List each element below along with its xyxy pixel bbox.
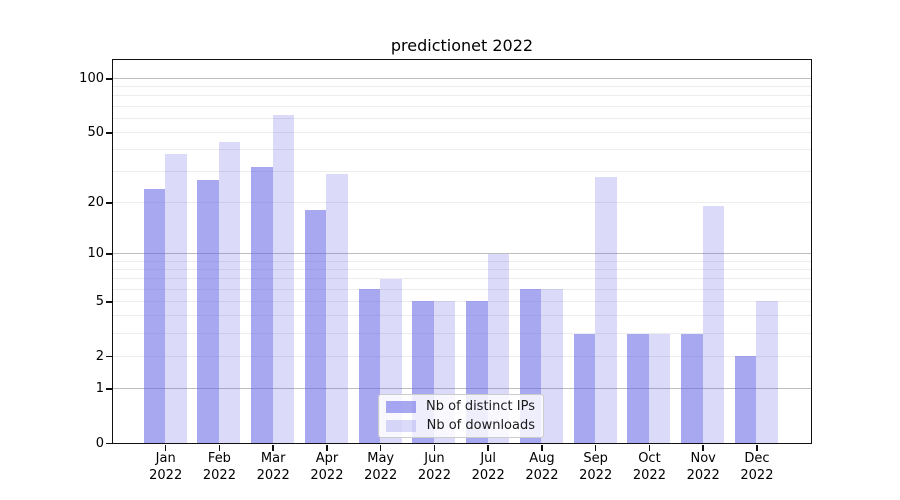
x-tick-label-apr: Apr 2022 — [310, 451, 344, 483]
bar-nb-of-distinct-ips-may — [358, 289, 381, 443]
y-tick-mark-1 — [106, 388, 112, 390]
gridline-4 — [112, 315, 811, 317]
x-tick-mark-nov — [702, 445, 704, 451]
y-tick-label-5: 5 — [95, 293, 104, 309]
bar-nb-of-downloads-sep — [595, 177, 617, 443]
bar-nb-of-distinct-ips-sep — [573, 333, 596, 443]
y-tick-mark-50 — [106, 132, 112, 134]
legend: Nb of distinct IPs Nb of downloads — [378, 394, 544, 438]
gridline-70 — [112, 105, 811, 107]
gridline-80 — [112, 95, 811, 97]
y-tick-label-0: 0 — [95, 435, 104, 451]
x-tick-mark-aug — [541, 445, 543, 451]
bar-nb-of-downloads-apr — [326, 174, 348, 443]
bar-nb-of-downloads-jan — [165, 153, 187, 443]
y-tick-mark-2 — [106, 355, 112, 358]
x-tick-mark-mar — [272, 445, 274, 451]
gridline-5 — [112, 300, 811, 302]
x-tick-mark-feb — [218, 445, 221, 451]
x-tick-mark-jan — [164, 445, 167, 451]
legend-swatch-downloads — [386, 419, 416, 432]
x-tick-mark-may — [379, 445, 382, 451]
bar-nb-of-downloads-oct — [648, 333, 671, 443]
x-tick-label-oct: Oct 2022 — [632, 451, 666, 483]
bar-nb-of-downloads-mar — [272, 114, 295, 443]
gridline-6 — [112, 288, 811, 290]
bar-nb-of-downloads-aug — [541, 289, 563, 443]
y-tick-mark-5 — [106, 301, 112, 303]
gridline-9 — [112, 260, 811, 262]
bar-nb-of-downloads-feb — [218, 142, 241, 443]
gridline-7 — [112, 278, 811, 280]
gridline-90 — [112, 86, 811, 88]
x-tick-label-jan: Jan 2022 — [149, 451, 183, 483]
gridline-60 — [112, 117, 811, 119]
gridline-50 — [112, 131, 811, 133]
x-tick-mark-dec — [756, 445, 758, 451]
chart-title: predictionet 2022 — [390, 36, 534, 55]
y-tick-label-2: 2 — [95, 348, 104, 364]
y-tick-label-100: 100 — [79, 70, 104, 86]
x-tick-label-nov: Nov 2022 — [686, 451, 720, 483]
gridline-1 — [112, 387, 811, 389]
gridline-10 — [112, 252, 811, 255]
y-tick-mark-10 — [106, 253, 112, 255]
plot-area — [111, 58, 812, 444]
x-tick-label-aug: Aug 2022 — [525, 451, 559, 483]
legend-label-distinct-ips: Nb of distinct IPs — [426, 399, 535, 414]
x-tick-label-may: May 2022 — [364, 451, 398, 483]
legend-swatch-distinct-ips — [386, 400, 416, 413]
y-tick-label-10: 10 — [87, 246, 104, 262]
x-tick-mark-apr — [326, 445, 328, 451]
x-tick-label-jul: Jul 2022 — [471, 451, 505, 483]
x-tick-label-dec: Dec 2022 — [740, 451, 774, 483]
x-tick-label-sep: Sep 2022 — [579, 451, 613, 483]
y-tick-label-50: 50 — [87, 124, 104, 140]
x-tick-mark-jul — [487, 445, 489, 451]
bar-nb-of-distinct-ips-nov — [681, 333, 703, 443]
x-tick-mark-oct — [648, 445, 651, 451]
bar-nb-of-distinct-ips-oct — [627, 333, 649, 443]
y-tick-label-20: 20 — [87, 195, 104, 211]
x-tick-label-mar: Mar 2022 — [256, 451, 290, 483]
x-tick-label-jun: Jun 2022 — [417, 451, 451, 483]
y-tick-mark-20 — [106, 202, 112, 204]
y-tick-mark-0 — [106, 442, 112, 445]
gridline-30 — [112, 171, 811, 173]
bar-nb-of-distinct-ips-apr — [304, 210, 327, 443]
bar-nb-of-distinct-ips-mar — [251, 166, 273, 443]
x-tick-mark-jun — [433, 445, 436, 451]
gridline-8 — [112, 268, 811, 270]
gridline-20 — [112, 202, 811, 204]
y-tick-mark-100 — [106, 78, 112, 80]
legend-item-downloads: Nb of downloads — [386, 418, 535, 434]
bar-nb-of-downloads-dec — [756, 301, 778, 443]
x-tick-label-feb: Feb 2022 — [202, 451, 236, 483]
x-tick-mark-sep — [594, 445, 597, 451]
y-tick-label-1: 1 — [95, 380, 104, 396]
bar-nb-of-distinct-ips-jan — [143, 188, 166, 443]
gridline-3 — [112, 333, 811, 334]
bar-nb-of-distinct-ips-dec — [734, 356, 757, 443]
gridline-100 — [112, 77, 811, 80]
bar-nb-of-downloads-nov — [702, 206, 725, 443]
legend-label-downloads: Nb of downloads — [426, 418, 535, 433]
gridline-40 — [112, 149, 811, 151]
bar-nb-of-distinct-ips-feb — [197, 179, 219, 443]
gridline-2 — [112, 355, 811, 357]
legend-item-distinct-ips: Nb of distinct IPs — [386, 399, 535, 415]
